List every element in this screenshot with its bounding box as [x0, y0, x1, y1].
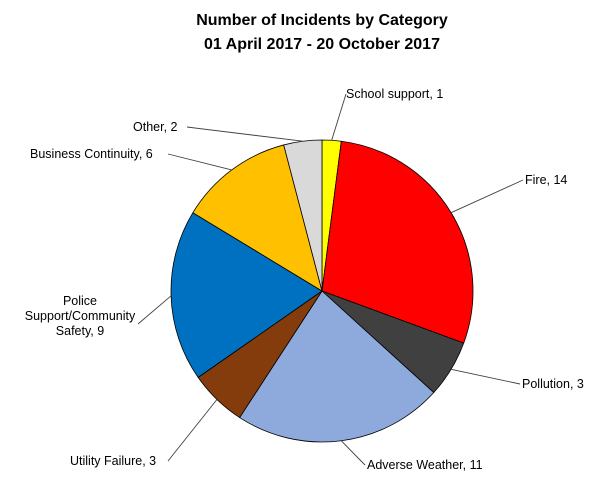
data-label-adverse-weather: Adverse Weather, 11	[367, 458, 483, 472]
data-label-pollution: Pollution, 3	[522, 377, 584, 391]
chart-subtitle: 01 April 2017 - 20 October 2017	[204, 36, 440, 53]
leader-line-school-support	[331, 93, 347, 141]
data-label-fire: Fire, 14	[525, 173, 567, 187]
data-label-school-support: School support, 1	[346, 87, 443, 101]
data-label-police-support-community-safety: Police Support/Community Safety, 9	[25, 294, 136, 338]
data-labels: School support, 1 Fire, 14 Pollution, 3 Adv…	[25, 87, 584, 472]
leader-line-business-continuity	[167, 153, 232, 171]
data-label-line: Safety, 9	[56, 324, 104, 338]
data-label-utility-failure: Utility Failure, 3	[70, 454, 156, 468]
leader-line-police-support-community-safety	[137, 295, 172, 325]
pie-slice-adverse-weather	[239, 290, 435, 443]
leader-line-utility-failure	[167, 399, 218, 462]
data-label-business-continuity: Business Continuity, 6	[30, 147, 153, 161]
chart-title: Number of Incidents by Category	[196, 12, 448, 29]
leader-line-adverse-weather	[340, 440, 366, 466]
leader-line-other	[186, 126, 303, 142]
leader-line-fire	[450, 179, 524, 214]
data-label-line: Support/Community	[25, 309, 136, 323]
data-label-other: Other, 2	[133, 120, 178, 134]
pie-slices	[170, 139, 474, 443]
pie-slice-other	[283, 139, 323, 292]
leader-lines	[137, 93, 524, 466]
data-label-line: Police	[63, 294, 97, 308]
pie-slice-fire	[321, 140, 474, 344]
leader-line-pollution	[451, 368, 521, 385]
